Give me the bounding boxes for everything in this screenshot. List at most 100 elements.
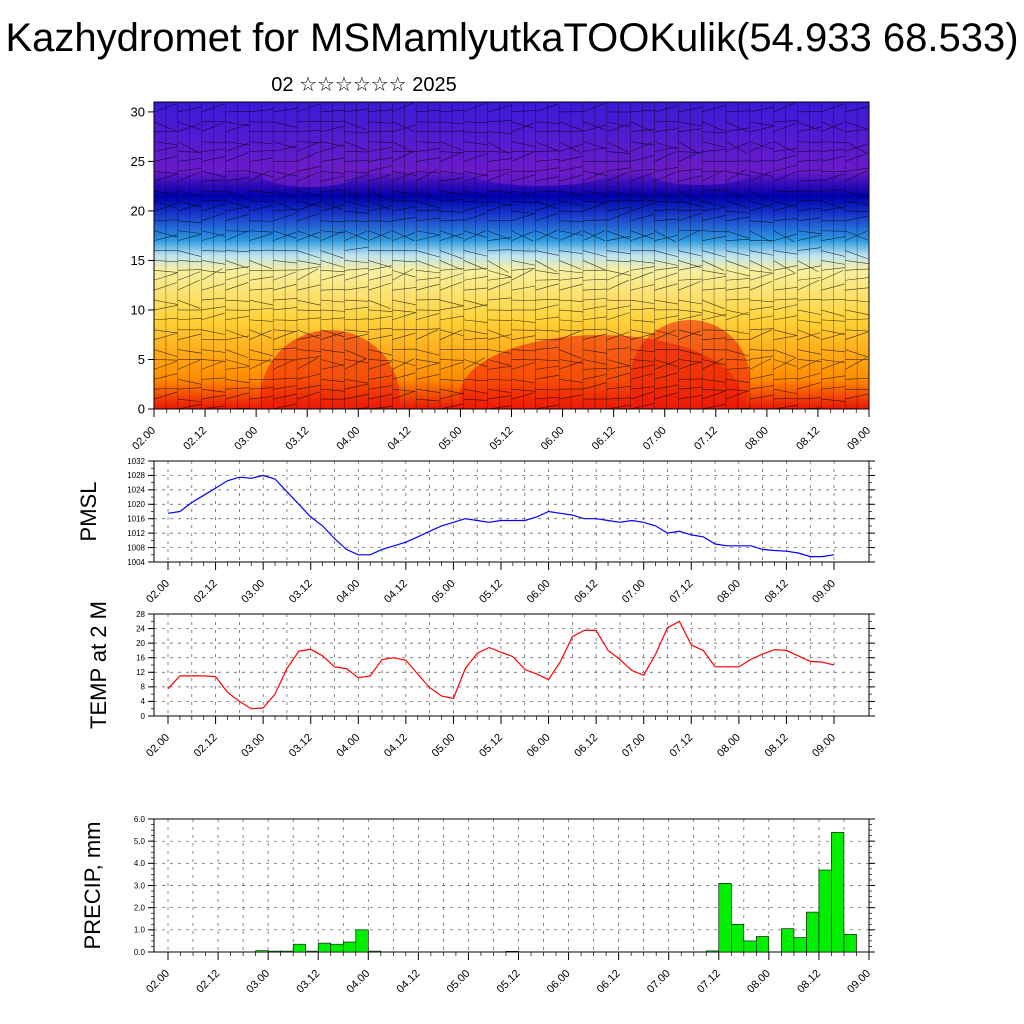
barb bbox=[845, 287, 869, 291]
barb bbox=[582, 349, 607, 354]
barb bbox=[463, 337, 488, 340]
x-tick-label: 04.00 bbox=[334, 578, 362, 606]
barb bbox=[749, 328, 774, 331]
barb bbox=[463, 378, 488, 382]
barb bbox=[439, 329, 464, 337]
barb bbox=[463, 121, 488, 124]
barb bbox=[487, 120, 512, 123]
barb bbox=[439, 141, 463, 151]
barb bbox=[678, 299, 703, 305]
barb bbox=[582, 333, 607, 340]
barb bbox=[177, 378, 202, 385]
precip-bar bbox=[355, 929, 369, 953]
barb bbox=[773, 148, 798, 152]
barb bbox=[344, 359, 369, 364]
x-tick-label: 06.00 bbox=[545, 968, 573, 996]
barb bbox=[273, 359, 298, 361]
barb bbox=[797, 319, 822, 324]
barb bbox=[296, 266, 321, 271]
barb bbox=[606, 347, 631, 350]
barb bbox=[773, 218, 798, 222]
x-tick-label: 03.12 bbox=[287, 578, 315, 606]
barb bbox=[821, 386, 846, 390]
barb bbox=[225, 366, 250, 370]
barb bbox=[416, 109, 441, 113]
barb bbox=[749, 106, 774, 113]
wind-barbs bbox=[154, 102, 869, 409]
barb bbox=[845, 200, 869, 206]
barb bbox=[368, 282, 392, 291]
y-axis-title: PMSL bbox=[76, 482, 101, 542]
barb bbox=[439, 403, 464, 409]
barb bbox=[797, 207, 822, 212]
barb bbox=[511, 121, 535, 129]
barb bbox=[320, 309, 345, 312]
y-tick-label: 5 bbox=[138, 352, 145, 367]
barb bbox=[678, 102, 680, 103]
barb bbox=[416, 230, 440, 236]
barb bbox=[297, 408, 299, 409]
barb bbox=[821, 299, 846, 301]
barb bbox=[725, 329, 750, 335]
barb bbox=[225, 141, 250, 146]
barb bbox=[702, 189, 727, 192]
barb bbox=[606, 211, 630, 222]
barb bbox=[201, 156, 226, 162]
barb bbox=[630, 333, 655, 340]
y-tick-label: 1020 bbox=[127, 500, 145, 509]
barb bbox=[749, 102, 751, 103]
barb bbox=[749, 260, 772, 271]
barb bbox=[511, 267, 536, 271]
barb bbox=[630, 284, 655, 291]
barb bbox=[320, 317, 345, 321]
barb bbox=[821, 309, 845, 317]
barb bbox=[320, 102, 322, 103]
barb bbox=[630, 109, 655, 113]
barb bbox=[630, 200, 655, 202]
barb bbox=[511, 213, 535, 222]
barb bbox=[821, 250, 845, 257]
precip-bar bbox=[743, 940, 757, 953]
barb bbox=[773, 233, 797, 241]
precip-bar bbox=[267, 950, 281, 953]
barb bbox=[535, 250, 559, 256]
barb bbox=[320, 329, 344, 337]
x-tick-label: 05.00 bbox=[430, 578, 458, 606]
barb bbox=[225, 315, 250, 321]
barb bbox=[749, 373, 774, 380]
barb bbox=[749, 170, 772, 182]
chart-title: Kazhydromet for MSMamlyutkaTOOKulik(54.9… bbox=[5, 16, 1019, 60]
barb bbox=[177, 157, 202, 162]
barb bbox=[177, 121, 201, 131]
barb bbox=[154, 190, 178, 195]
barb bbox=[678, 260, 702, 268]
barb bbox=[249, 359, 274, 362]
barb bbox=[535, 304, 559, 311]
barb bbox=[511, 378, 536, 384]
barb bbox=[749, 394, 774, 400]
barb bbox=[392, 171, 417, 176]
barb bbox=[654, 167, 679, 172]
barb bbox=[225, 152, 249, 162]
barb bbox=[225, 282, 249, 291]
barb bbox=[201, 377, 226, 380]
barb bbox=[725, 349, 750, 357]
barb bbox=[678, 329, 702, 336]
barb bbox=[344, 160, 369, 162]
barb bbox=[320, 260, 344, 268]
barb bbox=[296, 357, 319, 370]
barb bbox=[702, 121, 725, 132]
barb bbox=[535, 396, 560, 400]
barb bbox=[749, 203, 773, 212]
barb bbox=[177, 234, 202, 241]
barb bbox=[368, 327, 393, 331]
barb bbox=[463, 304, 488, 311]
barb bbox=[154, 359, 178, 361]
barb bbox=[606, 270, 631, 276]
barb bbox=[559, 230, 583, 236]
barb bbox=[606, 230, 630, 240]
barb bbox=[773, 388, 798, 395]
x-tick-label: 04.12 bbox=[395, 968, 423, 996]
barb bbox=[439, 299, 464, 307]
barb bbox=[201, 388, 226, 393]
